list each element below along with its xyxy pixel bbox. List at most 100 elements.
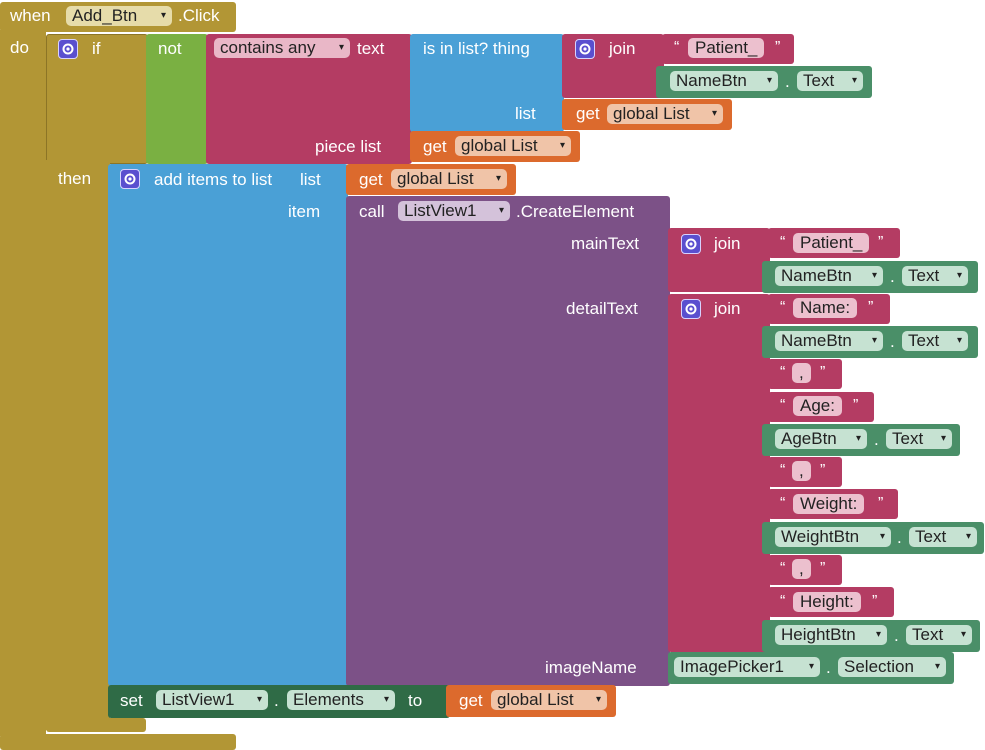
string-value-name[interactable]: Name: <box>793 298 858 318</box>
variable-dropdown-global-list[interactable]: global List ▾ <box>391 169 507 189</box>
mutator-gear-icon[interactable] <box>575 39 595 59</box>
quote-close: ” <box>775 39 781 56</box>
do-label: do <box>10 38 29 57</box>
quote-open: “ <box>780 234 786 251</box>
component-dropdown-agebtn[interactable]: AgeBtn ▾ <box>775 429 867 449</box>
chevron-down-icon: ▾ <box>934 661 940 672</box>
quote-open: “ <box>780 593 786 610</box>
chevron-down-icon: ▾ <box>851 75 857 86</box>
imagename-socket-label: imageName <box>545 658 637 677</box>
chevron-down-icon: ▾ <box>879 531 885 542</box>
quote-close: ” <box>878 495 884 512</box>
text-socket-label: text <box>357 39 385 58</box>
chevron-down-icon: ▾ <box>338 42 344 53</box>
mutator-gear-icon[interactable] <box>58 39 78 59</box>
detailtext-socket-label: detailText <box>566 299 638 318</box>
component-dropdown-namebtn[interactable]: NameBtn ▾ <box>670 71 778 91</box>
piece-list-socket-label: piece list <box>315 137 382 156</box>
get-label: get <box>576 104 600 123</box>
click-event-label: .Click <box>178 6 220 25</box>
property-dropdown-text[interactable]: Text ▾ <box>902 331 968 351</box>
join-label: join <box>609 39 636 58</box>
dot-separator: . <box>890 332 895 351</box>
property-dropdown-text[interactable]: Text ▾ <box>906 625 972 645</box>
mutator-gear-icon[interactable] <box>681 234 701 254</box>
dot-separator: . <box>274 691 279 710</box>
component-dropdown-weightbtn[interactable]: WeightBtn ▾ <box>775 527 891 547</box>
contains-mode-dropdown[interactable]: contains any ▾ <box>214 38 350 58</box>
quote-close: ” <box>878 234 884 251</box>
then-label: then <box>58 169 92 188</box>
property-dropdown-text[interactable]: Text ▾ <box>886 429 952 449</box>
quote-close: ” <box>872 593 878 610</box>
property-dropdown-text[interactable]: Text ▾ <box>797 71 863 91</box>
component-dropdown-listview1[interactable]: ListView1 ▾ <box>398 201 510 221</box>
quote-open: “ <box>674 39 680 56</box>
quote-open: “ <box>780 560 786 577</box>
quote-close: ” <box>868 299 874 316</box>
component-dropdown-imagepicker1[interactable]: ImagePicker1 ▾ <box>674 657 820 677</box>
get-label: get <box>423 137 447 156</box>
chevron-down-icon: ▾ <box>160 10 166 21</box>
string-value-comma[interactable]: , <box>792 363 811 383</box>
string-value-patient[interactable]: Patient_ <box>793 233 870 253</box>
property-dropdown-elements[interactable]: Elements ▾ <box>287 690 395 710</box>
chevron-down-icon: ▾ <box>875 629 881 640</box>
component-dropdown-listview1[interactable]: ListView1 ▾ <box>156 690 268 710</box>
when-label: when <box>10 6 51 25</box>
is-in-list-label: is in list? thing <box>423 39 530 58</box>
chevron-down-icon: ▾ <box>808 661 814 672</box>
is-in-list-block[interactable] <box>410 34 564 132</box>
add-items-to-list-block[interactable] <box>108 164 348 686</box>
chevron-down-icon: ▾ <box>960 629 966 640</box>
dot-separator: . <box>826 658 831 677</box>
dot-separator: . <box>890 267 895 286</box>
string-value-weight[interactable]: Weight: <box>793 494 865 514</box>
component-dropdown-namebtn[interactable]: NameBtn ▾ <box>775 266 883 286</box>
mutator-gear-icon[interactable] <box>681 299 701 319</box>
component-dropdown-namebtn[interactable]: NameBtn ▾ <box>775 331 883 351</box>
join-block-detailtext[interactable] <box>668 294 770 652</box>
chevron-down-icon: ▾ <box>495 173 501 184</box>
to-label: to <box>408 691 423 710</box>
quote-open: “ <box>780 364 786 381</box>
list-socket-label: list <box>300 170 321 189</box>
chevron-down-icon: ▾ <box>498 205 504 216</box>
if-footer <box>46 718 146 732</box>
chevron-down-icon: ▾ <box>256 694 262 705</box>
chevron-down-icon: ▾ <box>871 270 877 281</box>
quote-close: ” <box>853 397 859 414</box>
if-label: if <box>92 39 101 58</box>
string-value-comma[interactable]: , <box>792 559 811 579</box>
mutator-gear-icon[interactable] <box>120 169 140 189</box>
string-value-patient[interactable]: Patient_ <box>688 38 765 58</box>
variable-dropdown-global-list[interactable]: global List ▾ <box>607 104 723 124</box>
variable-dropdown-global-list[interactable]: global List ▾ <box>455 136 571 156</box>
chevron-down-icon: ▾ <box>711 108 717 119</box>
component-dropdown-heightbtn[interactable]: HeightBtn ▾ <box>775 625 887 645</box>
list-socket-label: list <box>515 104 536 123</box>
quote-close: ” <box>820 462 826 479</box>
quote-open: “ <box>780 495 786 512</box>
chevron-down-icon: ▾ <box>871 335 877 346</box>
property-dropdown-text[interactable]: Text ▾ <box>909 527 977 547</box>
dot-separator: . <box>894 626 899 645</box>
string-value-height[interactable]: Height: <box>793 592 861 612</box>
chevron-down-icon: ▾ <box>940 433 946 444</box>
property-dropdown-text[interactable]: Text ▾ <box>902 266 968 286</box>
property-dropdown-selection[interactable]: Selection ▾ <box>838 657 946 677</box>
chevron-down-icon: ▾ <box>956 335 962 346</box>
not-label: not <box>158 39 182 58</box>
quote-open: “ <box>780 299 786 316</box>
quote-close: ” <box>820 364 826 381</box>
string-value-comma[interactable]: , <box>792 461 811 481</box>
event-body-left-bar <box>0 30 46 736</box>
chevron-down-icon: ▾ <box>766 75 772 86</box>
chevron-down-icon: ▾ <box>595 694 601 705</box>
string-value-age[interactable]: Age: <box>793 396 842 416</box>
component-dropdown-add-btn[interactable]: Add_Btn ▾ <box>66 6 172 26</box>
variable-dropdown-global-list[interactable]: global List ▾ <box>491 690 607 710</box>
not-block[interactable] <box>146 34 208 164</box>
dot-separator: . <box>785 72 790 91</box>
call-createelement-block[interactable] <box>346 196 670 686</box>
